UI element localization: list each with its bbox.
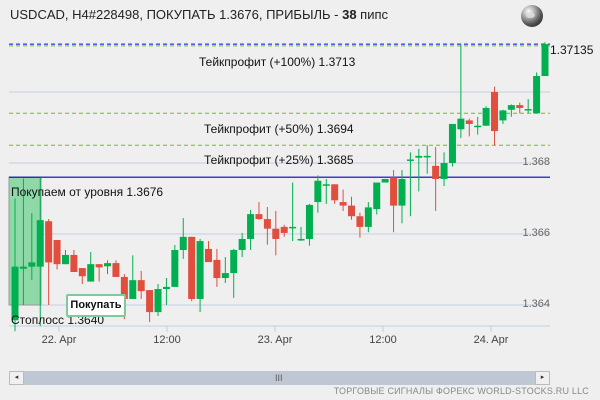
take-profit-100-label: Тейкпрофит (+100%) 1.3713 bbox=[199, 55, 356, 69]
x-tick-label: 24. Apr bbox=[473, 334, 509, 346]
y-tick-1368: 1.368 bbox=[522, 156, 550, 168]
credit-text: ТОРГОВЫЕ СИГНАЛЫ ФОРЕКС WORLD-STOCKS.RU … bbox=[333, 386, 589, 396]
x-tick-label: 22. Apr bbox=[41, 334, 77, 346]
globe-icon[interactable] bbox=[521, 5, 543, 27]
scroll-right-button[interactable]: ▸ bbox=[535, 371, 550, 385]
title-text: USDCAD, H4#228498, ПОКУПАТЬ 1.3676, ПРИБ… bbox=[10, 7, 343, 22]
buy-button[interactable]: Покупать bbox=[66, 294, 126, 317]
profit-pips: 38 bbox=[342, 7, 357, 22]
scrollbar-grip[interactable]: III bbox=[275, 373, 283, 383]
title-suffix: пипс bbox=[356, 7, 389, 22]
x-tick-label: 12:00 bbox=[369, 334, 397, 346]
x-tick-label: 23. Apr bbox=[257, 334, 293, 346]
y-tick-1364: 1.364 bbox=[522, 298, 550, 310]
y-tick-1366: 1.366 bbox=[522, 227, 550, 239]
take-profit-25-label: Тейкпрофит (+25%) 1.3685 bbox=[204, 153, 354, 167]
current-price-label: 1.37135 bbox=[550, 43, 594, 57]
chart-title: USDCAD, H4#228498, ПОКУПАТЬ 1.3676, ПРИБ… bbox=[10, 7, 388, 22]
take-profit-50-label: Тейкпрофит (+50%) 1.3694 bbox=[204, 122, 354, 136]
x-tick-label: 12:00 bbox=[153, 334, 181, 346]
scroll-left-button[interactable]: ◂ bbox=[9, 371, 24, 385]
scrollbar-track[interactable] bbox=[9, 371, 550, 385]
entry-label: Покупаем от уровня 1.3676 bbox=[11, 185, 164, 199]
